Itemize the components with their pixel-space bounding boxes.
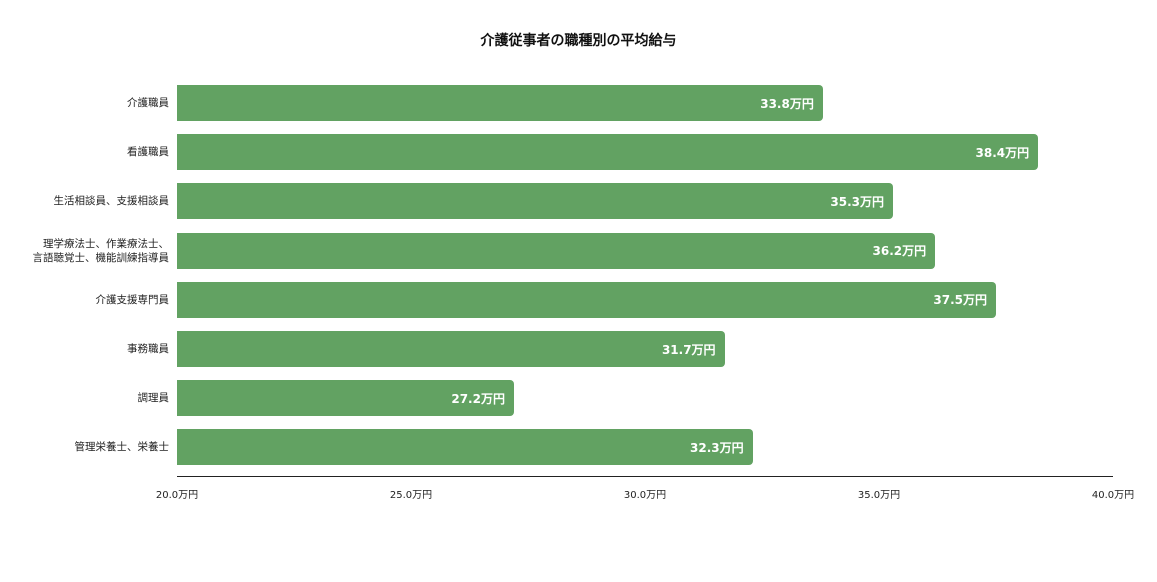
bar: 35.3万円 [177, 183, 894, 220]
category-label: 理学療法士、作業療法士、 言語聴覚士、機能訓練指導員 [32, 237, 170, 264]
x-tick-label: 20.0万円 [155, 490, 199, 501]
bar: 32.3万円 [177, 429, 753, 466]
bar-row: 調理員 27.2万円 [0, 380, 1157, 417]
bar: 33.8万円 [177, 85, 823, 121]
x-tick-label: 40.0万円 [1091, 490, 1135, 501]
category-label: 介護職員 [127, 97, 169, 109]
bar-row: 管理栄養士、栄養士 32.3万円 [0, 429, 1157, 466]
bar-row: 理学療法士、作業療法士、 言語聴覚士、機能訓練指導員 36.2万円 [0, 232, 1157, 269]
value-label: 31.7万円 [661, 342, 716, 357]
x-tick-label: 35.0万円 [857, 490, 901, 501]
value-label: 32.3万円 [690, 440, 744, 455]
value-label: 37.5万円 [933, 293, 987, 308]
bar-row: 生活相談員、支援相談員 35.3万円 [0, 183, 1157, 220]
category-label: 調理員 [137, 392, 170, 405]
x-axis-line [177, 476, 1113, 477]
category-label: 看護職員 [127, 146, 169, 159]
bar-row: 介護職員 33.8万円 [0, 85, 1157, 121]
value-label: 38.4万円 [975, 145, 1030, 160]
value-label: 27.2万円 [451, 391, 505, 406]
value-label: 35.3万円 [830, 194, 885, 209]
bar-row: 介護支援専門員 37.5万円 [0, 281, 1157, 318]
category-label: 介護支援専門員 [95, 293, 170, 306]
bar: 37.5万円 [177, 281, 996, 318]
chart-title: 介護従事者の職種別の平均給与 [480, 33, 677, 49]
bar: 36.2万円 [177, 232, 936, 269]
bar-row: 看護職員 38.4万円 [0, 134, 1157, 171]
bar: 27.2万円 [177, 380, 514, 417]
bar: 31.7万円 [177, 331, 725, 367]
category-label: 管理栄養士、栄養士 [74, 441, 170, 454]
bar-row: 事務職員 31.7万円 [0, 331, 1157, 367]
value-label: 36.2万円 [872, 244, 927, 259]
category-label: 生活相談員、支援相談員 [53, 195, 170, 208]
x-tick-label: 25.0万円 [389, 490, 433, 501]
value-label: 33.8万円 [760, 96, 814, 111]
category-label: 事務職員 [127, 343, 169, 355]
x-tick-label: 30.0万円 [623, 490, 667, 501]
bar: 38.4万円 [177, 134, 1039, 171]
